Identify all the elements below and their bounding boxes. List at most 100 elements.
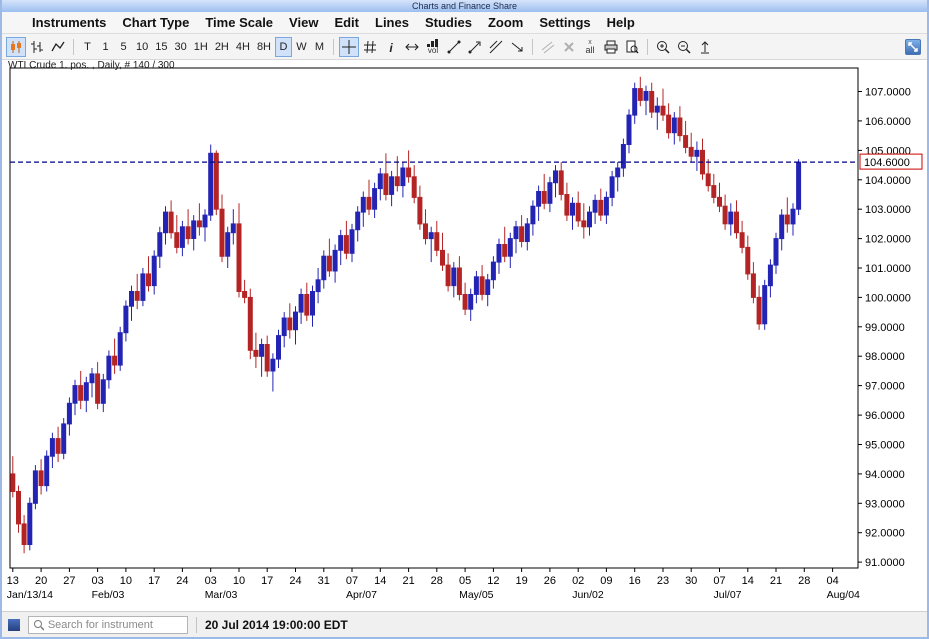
angle-line-button[interactable] (507, 37, 527, 57)
grid-button[interactable] (360, 37, 380, 57)
svg-text:102.0000: 102.0000 (865, 234, 911, 246)
interval-tick-button[interactable]: T (79, 37, 96, 57)
svg-text:17: 17 (148, 575, 160, 587)
svg-text:Apr/07: Apr/07 (346, 589, 377, 601)
menu-instruments[interactable]: Instruments (24, 15, 114, 30)
menu-bar: Instruments Chart Type Time Scale View E… (2, 12, 927, 34)
interval-8h-button[interactable]: 8H (254, 37, 274, 57)
horizontal-arrows-icon (405, 40, 419, 54)
expand-horizontal-button[interactable] (402, 37, 422, 57)
svg-text:96.0000: 96.0000 (865, 410, 905, 422)
interval-monthly-button[interactable]: M (311, 37, 328, 57)
svg-text:05: 05 (459, 575, 471, 587)
print-preview-button[interactable] (622, 37, 642, 57)
crosshair-icon (342, 40, 356, 54)
svg-text:104.0000: 104.0000 (865, 175, 911, 187)
chart-area: WTI Crude 1. pos. , Daily, # 140 / 300 9… (2, 60, 927, 611)
vertical-scale-icon (698, 40, 712, 54)
window-title: Charts and Finance Share (412, 1, 517, 11)
svg-text:31: 31 (318, 575, 330, 587)
svg-text:93.0000: 93.0000 (865, 498, 905, 510)
svg-text:21: 21 (402, 575, 414, 587)
volume-label: vol (428, 47, 438, 55)
statusbar-timestamp: 20 Jul 2014 19:00:00 EDT (205, 618, 348, 632)
tool-bar: T 1 5 10 15 30 1H 2H 4H 8H D W M i (2, 34, 927, 60)
instrument-search-box[interactable] (28, 616, 188, 634)
menu-chart-type[interactable]: Chart Type (114, 15, 197, 30)
auto-scale-button[interactable] (695, 37, 715, 57)
zoom-in-button[interactable] (653, 37, 673, 57)
extended-line-button[interactable] (486, 37, 506, 57)
svg-text:03: 03 (91, 575, 103, 587)
interval-15m-button[interactable]: 15 (152, 37, 170, 57)
interval-label: 5 (120, 41, 126, 53)
menu-edit[interactable]: Edit (326, 15, 367, 30)
svg-text:107.0000: 107.0000 (865, 87, 911, 99)
interval-label: 1H (194, 41, 208, 53)
svg-text:21: 21 (770, 575, 782, 587)
statusbar-grip-icon (8, 619, 20, 631)
info-button[interactable]: i (381, 37, 401, 57)
svg-text:02: 02 (572, 575, 584, 587)
svg-text:May/05: May/05 (459, 589, 494, 601)
interval-label: D (280, 41, 288, 53)
volume-button[interactable]: vol (423, 37, 443, 57)
interval-2h-button[interactable]: 2H (212, 37, 232, 57)
svg-text:14: 14 (374, 575, 386, 587)
status-bar: 20 Jul 2014 19:00:00 EDT (2, 611, 927, 637)
maximize-button[interactable] (905, 39, 921, 55)
chart-canvas[interactable]: 91.000092.000093.000094.000095.000096.00… (2, 60, 927, 611)
interval-label: 1 (102, 41, 108, 53)
svg-text:Feb/03: Feb/03 (92, 589, 125, 601)
line-chart-button[interactable] (48, 37, 68, 57)
interval-label: 15 (155, 41, 167, 53)
crosshair-button[interactable] (339, 37, 359, 57)
interval-10m-button[interactable]: 10 (133, 37, 151, 57)
ohlc-bars-button[interactable] (27, 37, 47, 57)
svg-text:28: 28 (798, 575, 810, 587)
svg-text:07: 07 (346, 575, 358, 587)
interval-daily-button[interactable]: D (275, 37, 292, 57)
svg-text:30: 30 (685, 575, 697, 587)
svg-text:09: 09 (600, 575, 612, 587)
info-icon: i (384, 40, 398, 54)
svg-text:Aug/04: Aug/04 (827, 589, 860, 601)
grid-icon (363, 40, 377, 54)
interval-30m-button[interactable]: 30 (172, 37, 190, 57)
svg-text:23: 23 (657, 575, 669, 587)
ray-line-icon (468, 40, 482, 54)
interval-1m-button[interactable]: 1 (97, 37, 114, 57)
interval-5m-button[interactable]: 5 (115, 37, 132, 57)
interval-label: 10 (136, 41, 148, 53)
print-button[interactable] (601, 37, 621, 57)
menu-settings[interactable]: Settings (531, 15, 598, 30)
interval-4h-button[interactable]: 4H (233, 37, 253, 57)
ohlc-bars-icon (30, 40, 44, 54)
svg-text:Jul/07: Jul/07 (714, 589, 742, 601)
parallel-lines-button[interactable] (538, 37, 558, 57)
svg-text:i: i (389, 41, 393, 54)
delete-all-button[interactable]: x all (580, 37, 600, 57)
ray-line-button[interactable] (465, 37, 485, 57)
line-chart-icon (51, 40, 65, 54)
trendline-icon (447, 40, 461, 54)
svg-text:92.0000: 92.0000 (865, 528, 905, 540)
interval-1h-button[interactable]: 1H (191, 37, 211, 57)
search-input[interactable] (48, 619, 183, 631)
menu-view[interactable]: View (281, 15, 326, 30)
trendline-button[interactable] (444, 37, 464, 57)
menu-zoom[interactable]: Zoom (480, 15, 531, 30)
menu-studies[interactable]: Studies (417, 15, 480, 30)
zoom-out-button[interactable] (674, 37, 694, 57)
interval-weekly-button[interactable]: W (293, 37, 310, 57)
parallel-lines-icon (541, 40, 555, 54)
svg-text:03: 03 (205, 575, 217, 587)
candlestick-chart-button[interactable] (6, 37, 26, 57)
menu-time-scale[interactable]: Time Scale (197, 15, 281, 30)
zoom-out-icon (677, 40, 691, 54)
svg-text:10: 10 (120, 575, 132, 587)
menu-help[interactable]: Help (599, 15, 643, 30)
menu-lines[interactable]: Lines (367, 15, 417, 30)
svg-text:04: 04 (826, 575, 838, 587)
delete-button[interactable] (559, 37, 579, 57)
